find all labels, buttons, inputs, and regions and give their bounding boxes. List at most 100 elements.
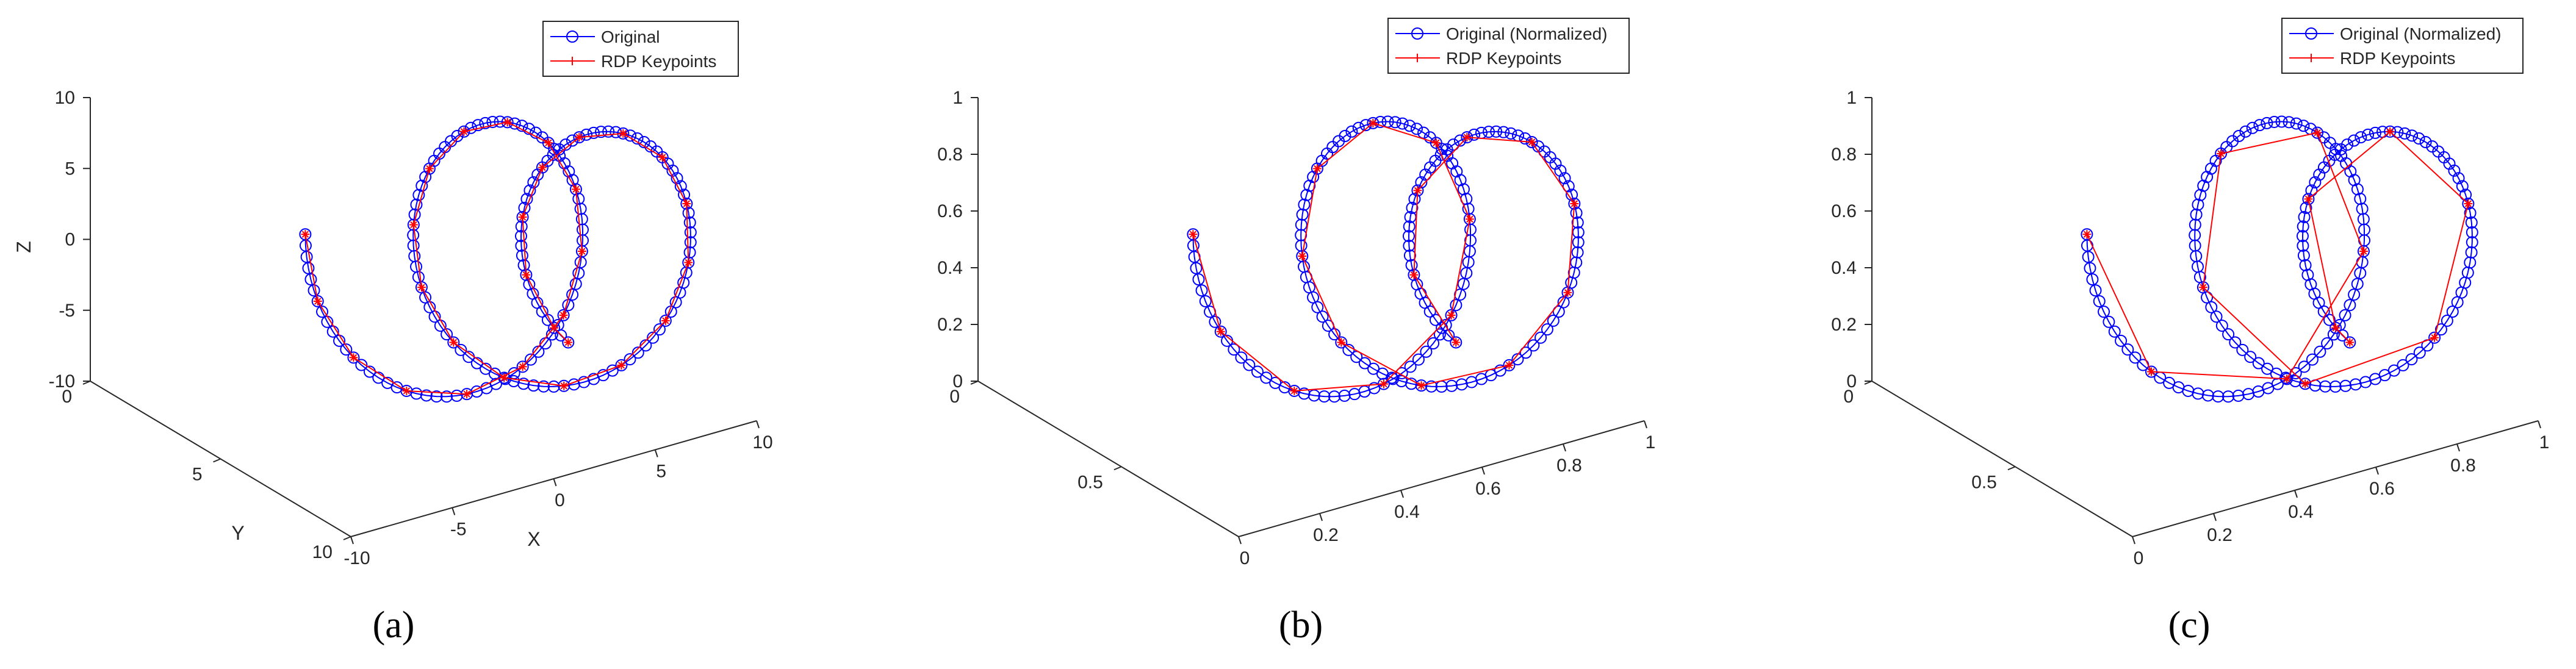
rdp-marker-stroke: [2431, 334, 2438, 342]
original-marker: [2296, 230, 2309, 243]
panel-a: -10 -5 0 5 10 0 5 10 -10 -5 0 5 10 Z Y X Original RDP Key…: [13, 21, 773, 646]
original-marker: [472, 119, 484, 132]
original-marker: [524, 353, 537, 366]
original-marker: [2412, 132, 2425, 145]
original-marker: [2093, 295, 2106, 307]
original-marker: [1445, 379, 1458, 392]
rdp-marker: [1189, 230, 1198, 239]
original-marker: [2129, 351, 2142, 364]
rdp-marker: [1216, 327, 1225, 336]
original-marker: [2261, 116, 2273, 129]
rdp-marker: [2313, 128, 2322, 137]
original-marker: [1453, 134, 1466, 147]
original-marker: [1490, 125, 1503, 138]
original-marker: [1494, 364, 1506, 377]
original-marker: [1402, 230, 1415, 243]
rdp-marker-stroke: [522, 271, 530, 279]
x-tick-label: -10: [344, 548, 370, 568]
rdp-marker: [459, 127, 469, 136]
rdp-marker: [617, 360, 626, 370]
rdp-marker: [1570, 199, 1579, 208]
rdp-marker: [425, 164, 434, 173]
x-tick-label: 0: [1240, 548, 1250, 568]
rdp-marker-stroke: [2464, 200, 2472, 207]
z-tick-label: 0: [952, 371, 963, 392]
rdp-marker: [301, 230, 310, 239]
original-marker: [1228, 343, 1240, 356]
original-marker: [548, 321, 561, 334]
original-marker: [638, 136, 650, 149]
original-marker: [1192, 273, 1205, 286]
original-marker: [2348, 288, 2361, 301]
rdp-marker: [1337, 338, 1346, 347]
original-marker: [316, 306, 329, 318]
original-marker: [1570, 207, 1583, 220]
original-marker: [2405, 353, 2418, 366]
original-marker: [2384, 125, 2397, 138]
original-marker: [2297, 220, 2309, 233]
original-marker: [430, 390, 443, 403]
original-marker: [419, 291, 432, 304]
z-tick-label: 0.8: [937, 145, 963, 165]
y-tick: [1114, 466, 1122, 471]
original-marker: [517, 377, 530, 390]
x-tick-label: 0.6: [2369, 479, 2395, 499]
rdp-line: [2086, 131, 2469, 385]
rdp-marker-stroke: [2386, 128, 2394, 135]
original-marker: [520, 193, 533, 206]
original-marker: [1427, 337, 1440, 350]
original-marker: [1303, 179, 1316, 192]
original-marker: [2302, 193, 2315, 206]
original-marker: [1403, 249, 1416, 262]
y-tick-label: 0: [1843, 387, 1854, 407]
original-marker: [1345, 125, 1358, 138]
original-marker: [441, 328, 453, 341]
x-tick: [654, 449, 658, 457]
original-marker: [1572, 226, 1585, 238]
original-marker: [1367, 116, 1380, 129]
rdp-marker: [2331, 323, 2340, 332]
rdp-marker: [1379, 379, 1388, 388]
x-axis-line: [1238, 420, 1645, 537]
original-marker: [2362, 128, 2375, 141]
original-marker: [624, 353, 636, 366]
original-marker: [2201, 291, 2214, 304]
original-marker: [2466, 226, 2478, 238]
original-marker: [2311, 126, 2324, 139]
rdp-marker: [658, 152, 667, 162]
original-marker: [458, 125, 470, 138]
original-marker: [2355, 131, 2367, 144]
rdp-marker: [577, 247, 586, 256]
original-marker: [1296, 208, 1309, 221]
z-tick-label: 5: [65, 159, 75, 179]
original-marker: [1199, 295, 1212, 307]
x-tick-label: 10: [752, 432, 772, 453]
x-axis-line: [2132, 420, 2539, 537]
z-tick-label: 0.4: [937, 258, 963, 278]
original-marker: [2297, 120, 2310, 132]
original-marker: [302, 262, 315, 274]
original-marker: [659, 314, 672, 327]
original-marker: [2086, 273, 2099, 286]
rdp-marker: [417, 283, 426, 292]
original-marker: [2330, 321, 2342, 334]
rdp-marker: [1447, 310, 1456, 320]
rdp-marker-stroke: [662, 317, 669, 324]
original-marker: [647, 331, 660, 344]
original-marker: [1527, 339, 1540, 352]
rdp-marker-stroke: [1314, 165, 1321, 173]
rdp-marker-stroke: [619, 130, 627, 137]
original-marker: [2239, 125, 2252, 138]
legend-marker-original: [1411, 27, 1423, 40]
original-marker: [1429, 313, 1442, 326]
x-tick-label: 0.4: [2288, 502, 2314, 522]
y-tick: [82, 381, 91, 385]
rdp-marker: [349, 353, 358, 362]
y-tick: [2007, 466, 2016, 471]
original-marker: [2300, 201, 2312, 214]
rdp-marker: [1312, 164, 1322, 173]
z-tick-label: 0: [1846, 371, 1857, 392]
original-marker: [2194, 188, 2207, 201]
x-tick: [350, 536, 354, 545]
